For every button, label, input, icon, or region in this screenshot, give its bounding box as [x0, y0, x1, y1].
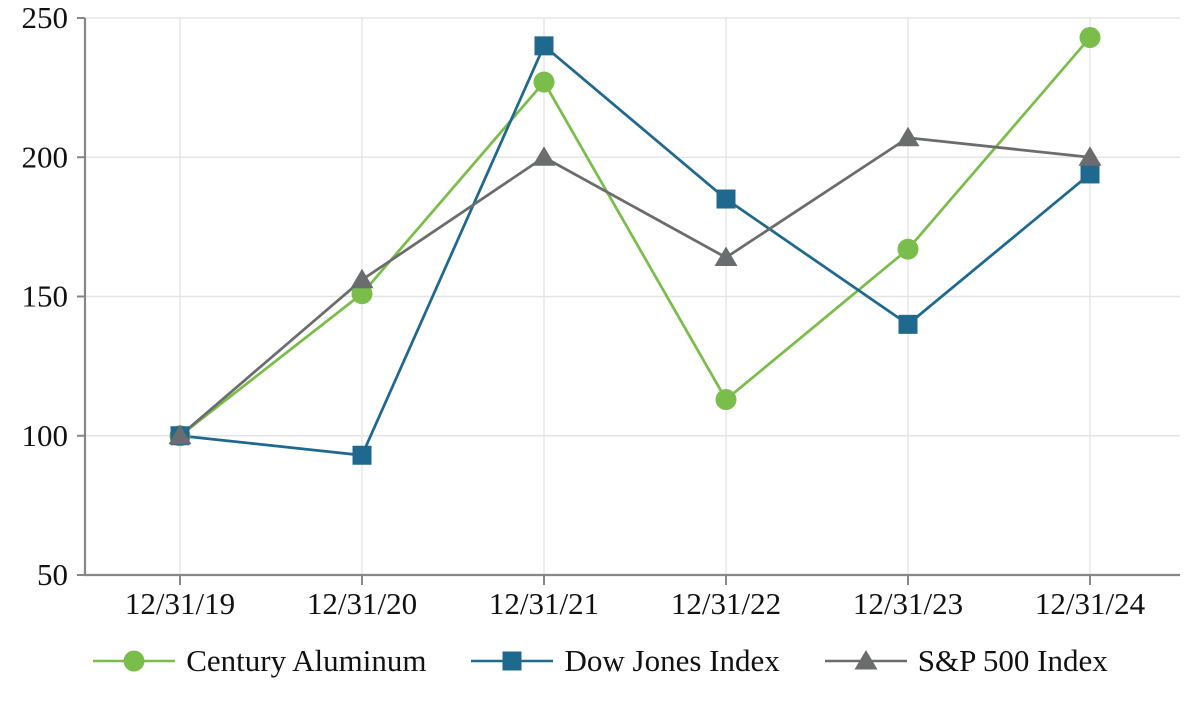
y-axis-tick-label: 150	[22, 279, 69, 314]
triangle-marker	[168, 424, 192, 445]
series-line	[179, 43, 1091, 457]
circle-marker	[1079, 26, 1101, 48]
square-marker	[898, 314, 918, 334]
legend-label: S&P 500 Index	[917, 643, 1108, 678]
triangle-marker	[1078, 146, 1102, 166]
triangle-marker	[350, 268, 374, 289]
triangle-marker	[854, 649, 878, 669]
square-marker	[534, 36, 554, 56]
x-axis-tick-label: 12/31/21	[489, 586, 599, 621]
x-axis-tick-label: 12/31/24	[1035, 586, 1146, 621]
circle-marker	[123, 650, 145, 671]
x-axis-tick-label: 12/31/19	[125, 586, 235, 621]
circle-marker	[897, 238, 919, 260]
chart-legend: Century Aluminum Dow Jones Index S&P 500…	[0, 645, 1200, 676]
line-chart: 50 100 150 200 250 12/31/19 12/31/20 12/31/21 12…	[22, 0, 1180, 621]
square-marker	[502, 651, 522, 670]
circle-marker	[715, 389, 737, 411]
x-axis-tick-label: 12/31/22	[671, 586, 781, 621]
legend-label: Dow Jones Index	[564, 643, 780, 678]
triangle-marker-icon	[824, 649, 907, 669]
legend-item-sp500-index: S&P 500 Index	[824, 645, 1108, 676]
x-axis-tick-label: 12/31/23	[853, 586, 963, 621]
y-axis-tick-label: 100	[22, 418, 69, 453]
triangle-marker	[532, 146, 556, 166]
series-line	[179, 36, 1092, 437]
triangle-marker	[896, 126, 920, 147]
legend-item-century-aluminum: Century Aluminum	[92, 645, 426, 676]
legend-item-dow-jones-index: Dow Jones Index	[470, 643, 780, 678]
x-axis-tick-label: 12/31/20	[307, 586, 417, 621]
series-line	[179, 136, 1091, 437]
circle-marker	[533, 71, 555, 93]
square-marker	[716, 189, 736, 209]
square-marker	[352, 445, 372, 465]
y-axis-tick-label: 250	[22, 0, 69, 35]
triangle-marker	[714, 246, 738, 267]
y-axis-tick-label: 50	[37, 557, 68, 592]
square-marker-icon	[471, 651, 554, 670]
circle-marker	[351, 283, 373, 305]
circle-marker-icon	[93, 650, 176, 671]
square-marker	[1080, 164, 1100, 184]
legend-label: Century Aluminum	[186, 643, 427, 678]
y-axis-tick-label: 200	[22, 139, 69, 174]
